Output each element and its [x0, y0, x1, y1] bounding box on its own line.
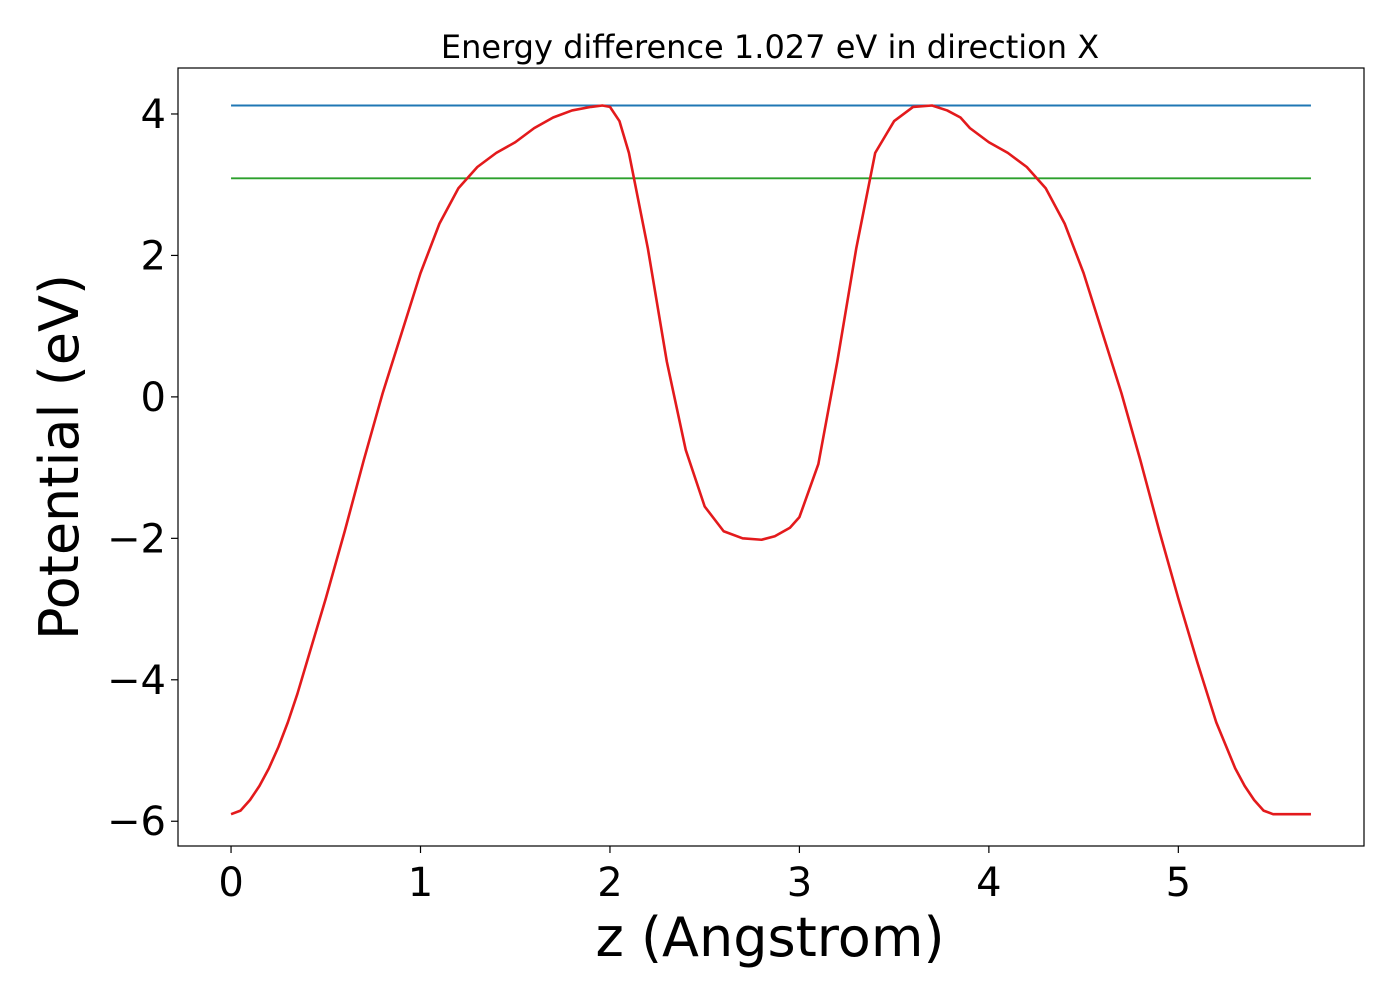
y-tick-label: −2 [107, 516, 166, 562]
x-tick-label: 3 [787, 860, 812, 906]
y-axis-ticks: 4 2 0 −2 −4 −6 [107, 92, 178, 845]
x-tick-label: 0 [218, 860, 243, 906]
x-axis-ticks: 0 1 2 3 4 5 [218, 846, 1191, 906]
x-axis-label: z (Angstrom) [595, 906, 944, 969]
x-tick-label: 5 [1166, 860, 1191, 906]
y-tick-label: 0 [141, 375, 166, 421]
y-axis-label: Potential (eV) [28, 274, 91, 640]
y-tick-label: −4 [107, 658, 166, 704]
x-tick-label: 2 [597, 860, 622, 906]
plot-layer [230, 104, 1311, 816]
plot-frame [177, 67, 1365, 847]
x-tick-label: 1 [408, 860, 433, 906]
x-tick-label: 4 [976, 860, 1001, 906]
chart-title: Energy difference 1.027 eV in direction … [441, 28, 1099, 66]
series-line-3 [230, 104, 1311, 816]
y-tick-label: 4 [141, 92, 166, 138]
y-tick-label: 2 [141, 233, 166, 279]
y-tick-label: −6 [107, 799, 166, 845]
